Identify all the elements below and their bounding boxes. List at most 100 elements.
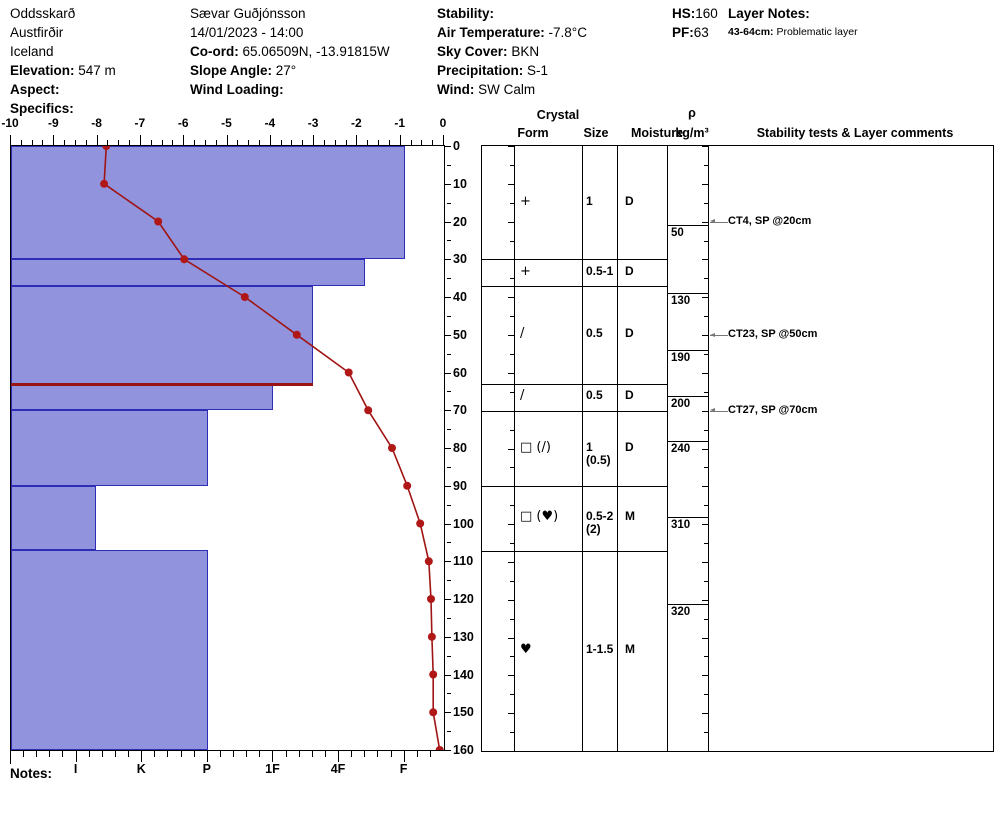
grid-depth-tick	[508, 751, 514, 752]
comment-depth-tick	[702, 335, 708, 337]
density-value: 190	[671, 352, 691, 365]
grid-column-divider	[667, 146, 668, 751]
observation-datetime: 14/01/2023 - 14:00	[190, 25, 304, 40]
comment-depth-tick	[702, 297, 708, 299]
stability-test-arrow	[710, 332, 728, 337]
grain-form-cell: □ (♥)	[520, 509, 559, 525]
sky-cover: Sky Cover: BKN	[437, 44, 540, 59]
depth-tick	[444, 674, 451, 676]
layer-separator	[482, 410, 667, 412]
hardness-minor-tick	[298, 751, 300, 757]
comment-depth-minor-tick	[704, 429, 708, 431]
temp-axis-label: -7	[134, 116, 146, 130]
comment-depth-minor-tick	[704, 618, 708, 620]
grain-form-cell: +	[520, 193, 531, 209]
grid-depth-tick	[508, 713, 514, 715]
hardness-minor-tick	[219, 751, 221, 757]
depth-minor-tick	[447, 542, 451, 544]
depth-ruler: 0 10 20 30 40 50 60 70 80 90 100 110 120 130 140 150 160	[444, 139, 481, 757]
depth-label: 100	[453, 516, 474, 531]
hardness-bar	[11, 146, 405, 260]
comment-depth-tick	[702, 524, 708, 526]
hardness-minor-tick	[351, 751, 353, 757]
grid-depth-tick	[508, 183, 514, 185]
comment-depth-tick	[702, 410, 708, 412]
grid-depth-minor-tick	[510, 656, 514, 658]
temp-axis-minor-tick	[367, 140, 369, 146]
temp-axis-minor-tick	[129, 140, 131, 146]
profile-header: Oddsskarð Austfirðir Iceland Elevation: …	[0, 0, 994, 116]
grain-size-cell: 0.5	[586, 388, 603, 403]
temp-axis-minor-tick	[20, 140, 22, 146]
stability-test-arrow	[710, 408, 728, 413]
grid-depth-tick	[508, 146, 514, 147]
density-value: 130	[671, 295, 691, 308]
country: Iceland	[10, 44, 54, 59]
depth-label: 150	[453, 705, 474, 720]
temp-axis-tick	[10, 135, 11, 146]
hardness-tick	[141, 751, 143, 762]
hardness-label: K	[136, 762, 146, 776]
table-column-headers: Crystal Form Size Moisture ρ kg/m³ Stabi…	[481, 106, 994, 145]
aspect: Aspect:	[10, 82, 60, 97]
grid-depth-minor-tick	[510, 429, 514, 431]
density-value: 240	[671, 442, 691, 455]
grid-depth-minor-tick	[510, 240, 514, 242]
depth-minor-tick	[447, 731, 451, 733]
hardness-minor-tick	[114, 751, 116, 757]
temp-axis-label: -3	[307, 116, 319, 130]
depth-tick	[444, 146, 451, 147]
depth-label: 30	[453, 252, 467, 267]
temp-axis-label: -4	[264, 116, 276, 130]
hardness-bar	[11, 383, 274, 411]
depth-label: 60	[453, 365, 467, 380]
depth-tick	[444, 259, 451, 261]
region: Austfirðir	[10, 25, 64, 40]
grain-size-cell: 1-1.5	[586, 641, 614, 656]
density-units-header: kg/m³	[675, 126, 709, 140]
hardness-minor-tick	[180, 751, 182, 757]
hardness-minor-tick	[154, 751, 156, 757]
comment-depth-tick	[702, 221, 708, 223]
hardness-bar	[11, 485, 97, 550]
stability-comments-header: Stability tests & Layer comments	[756, 126, 954, 140]
temperature-axis: -10 -9 -8 -7 -6 -5 -4 -3 -2 -1 0	[1, 116, 446, 146]
hardness-minor-tick	[364, 751, 366, 757]
location-name: Oddsskarð	[10, 6, 76, 21]
temp-axis-minor-tick	[280, 140, 282, 146]
depth-minor-tick	[447, 580, 451, 582]
temp-axis-minor-tick	[85, 140, 87, 146]
layer-data-grid: +1 D +0.5-1 D / 0.5 D / 0.5 D □ (/) 1 (0.5) D □ (♥) 0.…	[481, 145, 994, 752]
moisture-cell: D	[625, 193, 634, 208]
comment-depth-minor-tick	[704, 694, 708, 696]
grid-depth-minor-tick	[510, 202, 514, 204]
depth-minor-tick	[447, 353, 451, 355]
temp-axis-minor-tick	[215, 140, 217, 146]
grid-depth-minor-tick	[510, 353, 514, 355]
depth-minor-tick	[447, 391, 451, 393]
temp-axis-minor-tick	[118, 140, 120, 146]
temp-axis-minor-tick	[31, 140, 33, 146]
stability-test-label[interactable]: CT23, SP @50cm	[728, 328, 818, 341]
layer-notes-title: Layer Notes:	[728, 6, 810, 21]
depth-label: 140	[453, 667, 474, 682]
depth-minor-tick	[447, 240, 451, 242]
stability-test-label[interactable]: CT4, SP @20cm	[728, 214, 812, 227]
comment-depth-tick	[702, 599, 708, 601]
hardness-minor-tick	[233, 751, 235, 757]
moisture-cell: D	[625, 326, 634, 341]
temp-axis-label: -5	[221, 116, 232, 130]
moisture-cell: M	[625, 509, 635, 524]
density-separator	[667, 225, 708, 227]
temperature-curve	[100, 146, 444, 750]
depth-label: 50	[453, 327, 467, 342]
hardness-minor-tick	[49, 751, 51, 757]
depth-tick	[444, 183, 451, 185]
stability-test-label[interactable]: CT27, SP @70cm	[728, 403, 818, 416]
temp-axis-tick	[356, 135, 358, 146]
wind-loading: Wind Loading:	[190, 82, 284, 97]
depth-tick	[444, 636, 451, 638]
grid-depth-minor-tick	[510, 505, 514, 507]
hardness-minor-tick	[36, 751, 38, 757]
